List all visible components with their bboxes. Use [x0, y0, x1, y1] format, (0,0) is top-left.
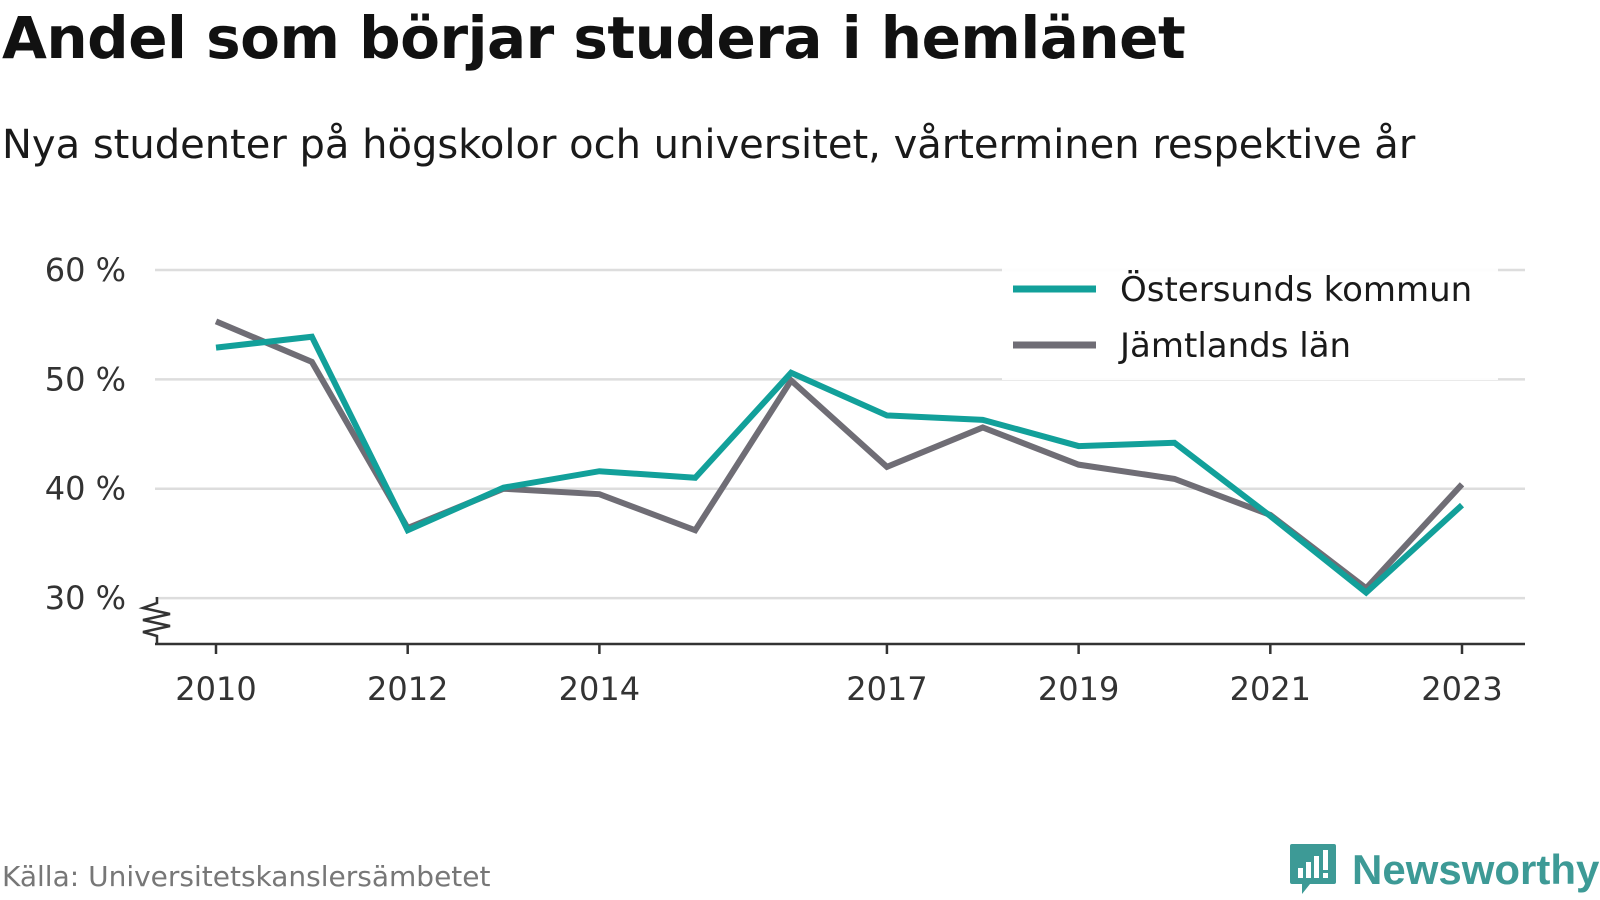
newsworthy-logo: Newsworthy — [1288, 840, 1599, 900]
series-lines — [214, 318, 1465, 597]
y-tick-label: 40 % — [45, 470, 126, 508]
legend-label: Jämtlands län — [1118, 326, 1351, 366]
y-tick-label: 50 % — [45, 360, 126, 398]
x-tick-label: 2017 — [846, 670, 927, 708]
y-axis-break-icon — [138, 597, 171, 644]
x-tick-label: 2012 — [367, 670, 448, 708]
axes: 30 % 40 % 50 % 60 % 2010 2012 2014 2017 2019 2021… — [45, 251, 1525, 708]
chart-subtitle: Nya studenter på högskolor och universit… — [2, 122, 1416, 168]
legend: Östersunds kommun Jämtlands län — [1002, 266, 1498, 380]
line-chart: 30 % 40 % 50 % 60 % 2010 2012 2014 2017 2019 2021… — [45, 251, 1525, 708]
y-tick-label: 60 % — [45, 251, 126, 289]
chart-title: Andel som börjar studera i hemlänet — [2, 4, 1186, 72]
source-note: Källa: Universitetskanslersämbetet — [2, 860, 491, 893]
x-tick-label: 2014 — [559, 670, 640, 708]
series-line-ostersunds-kommun — [215, 333, 1465, 597]
x-tick-label: 2023 — [1421, 670, 1502, 708]
legend-background — [1002, 266, 1498, 380]
x-tick-label: 2010 — [175, 670, 256, 708]
newsworthy-logo-text: Newsworthy — [1352, 846, 1600, 893]
newsworthy-logo-icon — [1290, 844, 1336, 894]
legend-label: Östersunds kommun — [1120, 269, 1472, 310]
x-tick-label: 2021 — [1230, 670, 1311, 708]
x-tick-label: 2019 — [1038, 670, 1119, 708]
y-tick-label: 30 % — [45, 579, 126, 617]
